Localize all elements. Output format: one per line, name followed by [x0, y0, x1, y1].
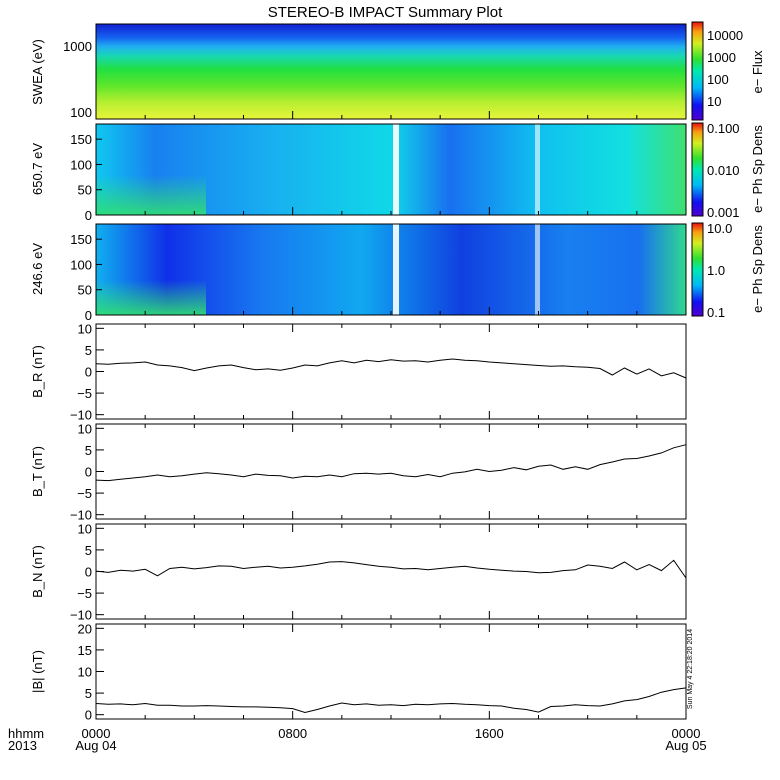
colorbar-pa246-tick-1: 1.0	[707, 263, 725, 278]
bt-ylabel: B_T (nT)	[30, 446, 45, 497]
bn-frame	[95, 523, 687, 620]
y-tick-label: 15	[78, 643, 92, 658]
pa650-gap-2	[535, 124, 540, 215]
bt-frame	[95, 423, 687, 520]
colorbar-pa246-label: e− Ph Sp Dens	[750, 225, 765, 313]
y-tick-label: −5	[77, 586, 92, 601]
colorbar-pa246-bar	[691, 222, 704, 317]
y-tick-label: 5	[85, 343, 92, 358]
y-tick-label: 20	[78, 621, 92, 636]
pa650-ylabel: 650.7 eV	[30, 143, 45, 195]
br-series-line	[95, 358, 687, 379]
y-tick-label: 5	[85, 443, 92, 458]
colorbar-pa650-tick-1: 0.010	[707, 163, 740, 178]
date-end: Aug 05	[665, 738, 706, 753]
bmag-ylabel: |B| (nT)	[30, 650, 45, 693]
colorbar-flux-tick-2: 100	[707, 72, 729, 87]
time-axis: hhmm 2013 0000 0800 1600 0000 Aug 04 Aug…	[8, 726, 707, 753]
y-tick-label: −10	[70, 508, 92, 523]
pa650-low-band	[96, 175, 206, 215]
y-tick-label: 5	[85, 543, 92, 558]
y-tick-label: 0	[85, 565, 92, 580]
bmag-panel: 20 15 10 5 0 |B| (nT)	[30, 621, 687, 723]
bn-ylabel: B_N (nT)	[30, 545, 45, 598]
colorbar-pa246: 10.0 1.0 0.1 e− Ph Sp Dens	[691, 221, 765, 320]
pa-y-tick-label: 100	[70, 257, 92, 272]
pa-y-tick-label: 150	[70, 132, 92, 147]
y-tick-label: 10	[78, 665, 92, 680]
pa246-panel: 150 100 50 0 246.6 eV	[30, 223, 687, 323]
pa-y-tick-label: 0	[85, 308, 92, 323]
bt-panel: 10 5 0 −5 −10 B_T (nT)	[30, 421, 687, 523]
pa-y-tick-label: 50	[78, 183, 92, 198]
pa650-panel: 150 100 50 0 650.7 eV	[30, 123, 687, 223]
colorbar-pa650-bar	[691, 122, 704, 217]
y-tick-label: 10	[78, 421, 92, 436]
bt-series-line	[95, 444, 687, 482]
x-tick-label-0000-end: 0000	[672, 726, 701, 741]
colorbar-flux-tick-1: 1000	[707, 50, 736, 65]
swea-spectrogram	[96, 24, 686, 119]
pa-y-tick-label: 150	[70, 232, 92, 247]
x-tick-label-0000-start: 0000	[82, 726, 111, 741]
pa650-gap-1	[393, 124, 399, 215]
pa246-low-band	[96, 280, 206, 315]
pa-y-tick-label: 100	[70, 157, 92, 172]
x-tick-label-0800: 0800	[278, 726, 307, 741]
br-ylabel: B_R (nT)	[30, 345, 45, 398]
pa246-gap-2	[535, 224, 540, 315]
pa246-ylabel: 246.6 eV	[30, 243, 45, 295]
colorbar-pa246-tick-2: 0.1	[707, 305, 725, 320]
colorbar-flux: 10000 1000 100 10 e− Flux	[691, 21, 765, 121]
y-tick-label: 0	[85, 365, 92, 380]
date-start: Aug 04	[75, 738, 116, 753]
bn-series-line	[95, 559, 687, 579]
y-tick-label: 10	[78, 321, 92, 336]
colorbar-pa246-tick-0: 10.0	[707, 221, 732, 236]
colorbar-pa650-label: e− Ph Sp Dens	[750, 125, 765, 213]
y-tick-label: 10	[78, 521, 92, 536]
colorbar-flux-tick-3: 10	[707, 94, 721, 109]
footer-hhmm: hhmm	[8, 726, 44, 741]
y-tick-label: −5	[77, 386, 92, 401]
br-frame	[95, 323, 687, 420]
colorbar-pa650: 0.100 0.010 0.001 e− Ph Sp Dens	[691, 121, 765, 220]
y-tick-label: −10	[70, 408, 92, 423]
pa246-gap-1	[393, 224, 399, 315]
pa-y-tick-label: 50	[78, 283, 92, 298]
y-tick-label: 0	[85, 465, 92, 480]
colorbar-flux-label: e− Flux	[750, 50, 765, 93]
y-tick-label: 0	[85, 708, 92, 723]
br-panel: 10 5 0 −5 −10 B_R (nT)	[30, 321, 687, 423]
y-tick-label: 5	[85, 686, 92, 701]
colorbar-pa650-tick-0: 0.100	[707, 121, 740, 136]
bmag-series-line	[95, 687, 687, 714]
bn-panel: 10 5 0 −5 −10 B_N (nT)	[30, 521, 687, 623]
swea-panel: 1000 100 SWEA (eV)	[30, 23, 687, 120]
colorbar-pa650-tick-2: 0.001	[707, 205, 740, 220]
swea-tick-100: 100	[70, 105, 92, 120]
colorbar-flux-bar	[691, 21, 704, 121]
colorbar-flux-tick-0: 10000	[707, 28, 743, 43]
generation-timestamp: Sun May 4 22:18:20 2014	[687, 629, 694, 709]
swea-tick-1000: 1000	[63, 39, 92, 54]
y-tick-label: −5	[77, 486, 92, 501]
pa-y-tick-label: 0	[85, 208, 92, 223]
y-tick-label: −10	[70, 608, 92, 623]
swea-ylabel: SWEA (eV)	[30, 39, 45, 105]
x-tick-label-1600: 1600	[475, 726, 504, 741]
footer-year: 2013	[8, 738, 37, 753]
plot-title: STEREO-B IMPACT Summary Plot	[268, 4, 503, 21]
